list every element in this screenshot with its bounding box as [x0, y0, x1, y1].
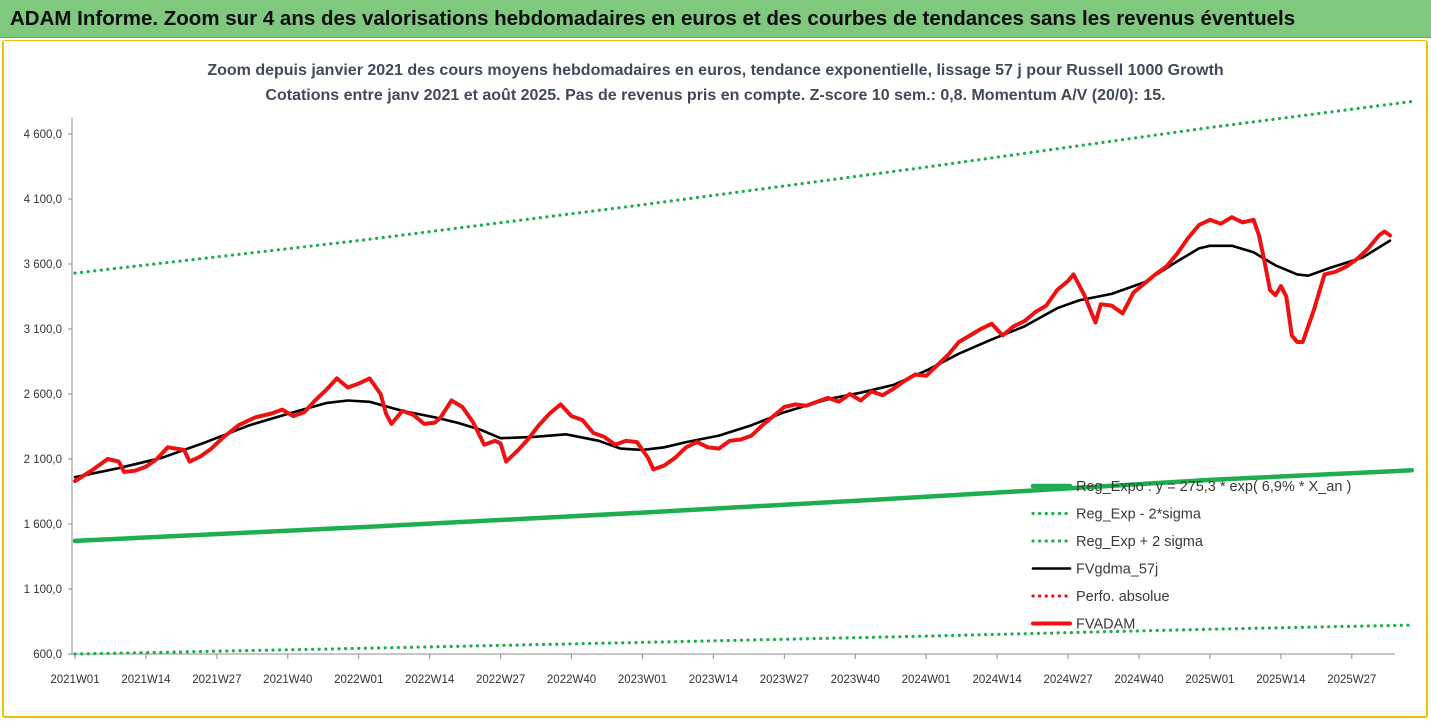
y-tick-label: 3 100,0: [24, 324, 62, 336]
x-tick-label: 2023W27: [760, 674, 809, 686]
x-tick-label: 2025W27: [1327, 674, 1376, 686]
chart-legend: Reg_Expo : y = 275,3 * exp( 6,9% * X_an …: [1030, 479, 1351, 633]
legend-label-4: Perfo. absolue: [1076, 589, 1170, 605]
chart-axes: 600,0 1 100,0 1 600,0 2 100,0 2 600,0 3 100,0…: [24, 118, 1395, 686]
x-tick-label: 2021W01: [50, 674, 99, 686]
y-tick-label: 3 600,0: [24, 259, 62, 271]
x-tick-label: 2022W27: [476, 674, 525, 686]
y-tick-label: 2 100,0: [24, 454, 62, 466]
legend-label-1: Reg_Exp - 2*sigma: [1076, 507, 1202, 523]
y-tick-label: 600,0: [33, 649, 62, 661]
series-line-0: [72, 468, 1415, 544]
y-tick-label: 1 100,0: [24, 584, 62, 596]
x-tick-label: 2021W40: [263, 674, 312, 686]
series-line-2: [73, 99, 1414, 275]
y-tick-label: 1 600,0: [24, 519, 62, 531]
x-tick-label: 2023W01: [618, 674, 667, 686]
x-tick-label: 2023W14: [689, 674, 739, 686]
chart-subtitle: Cotations entre janv 2021 et août 2025. …: [265, 87, 1166, 104]
x-tick-label: 2025W14: [1256, 674, 1306, 686]
x-tick-label: 2024W14: [973, 674, 1023, 686]
legend-label-3: FVgdma_57j: [1076, 562, 1158, 578]
y-tick-label: 4 600,0: [24, 129, 62, 141]
series-line-1: [73, 623, 1414, 656]
chart-titles: Zoom depuis janvier 2021 des cours moyen…: [0, 58, 1431, 108]
legend-label-5: FVADAM: [1076, 617, 1135, 633]
legend-label-2: Reg_Exp + 2 sigma: [1076, 534, 1204, 550]
banner-title: ADAM Informe. Zoom sur 4 ans des valoris…: [10, 6, 1296, 30]
x-tick-label: 2025W01: [1185, 674, 1234, 686]
x-tick-label: 2024W40: [1114, 674, 1163, 686]
x-tick-label: 2023W40: [831, 674, 880, 686]
y-tick-label: 2 600,0: [24, 389, 62, 401]
y-tick-label: 4 100,0: [24, 194, 62, 206]
legend-label-0: Reg_Expo : y = 275,3 * exp( 6,9% * X_an …: [1076, 479, 1351, 495]
chart-frame: [2, 40, 1428, 718]
x-tick-label: 2024W27: [1043, 674, 1092, 686]
x-tick-label: 2021W14: [121, 674, 171, 686]
x-tick-label: 2024W01: [902, 674, 951, 686]
series-line-5: [73, 215, 1392, 484]
x-tick-label: 2022W01: [334, 674, 383, 686]
report-banner: ADAM Informe. Zoom sur 4 ans des valoris…: [0, 0, 1431, 38]
chart-title: Zoom depuis janvier 2021 des cours moyen…: [207, 62, 1224, 79]
x-tick-label: 2021W27: [192, 674, 241, 686]
x-tick-label: 2022W40: [547, 674, 596, 686]
x-tick-label: 2022W14: [405, 674, 455, 686]
series-layer: [72, 99, 1415, 656]
